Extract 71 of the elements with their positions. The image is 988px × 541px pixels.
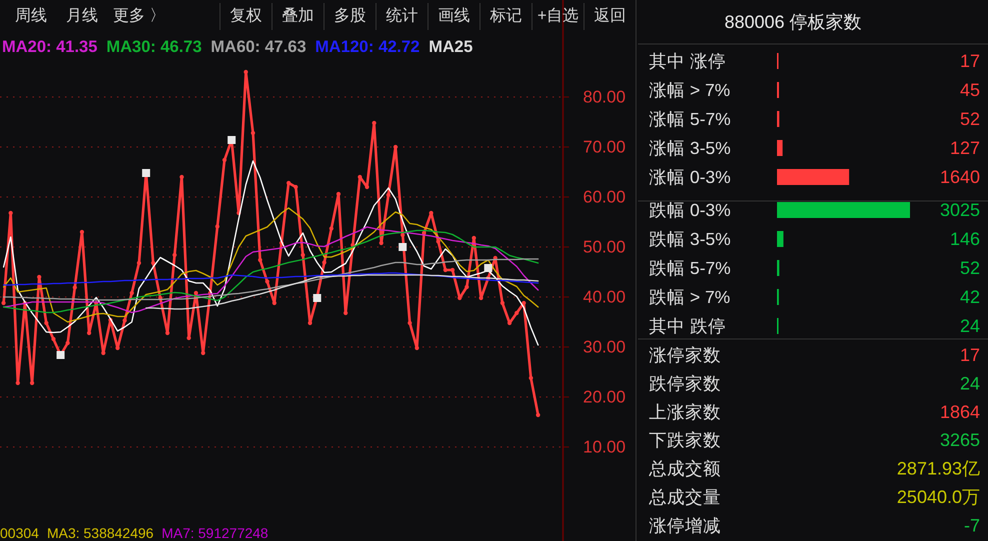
- annotation: 多股: [334, 6, 366, 24]
- text: MA20: 41.35: [2, 38, 98, 56]
- y-tick-label: 跌幅 5-7%: [649, 258, 731, 278]
- bar: [777, 140, 783, 156]
- data-label: 17: [960, 51, 980, 71]
- text: 17: [960, 345, 980, 365]
- data-label: 52: [960, 258, 980, 278]
- line-series: [2, 207, 539, 323]
- annotation: 标记: [489, 6, 522, 24]
- category-label: 总成交量: [648, 487, 721, 507]
- text: MA60: 47.63: [210, 38, 306, 56]
- y-tick-label: 跌幅 > 7%: [649, 287, 730, 307]
- annotation: 月线: [66, 6, 98, 24]
- category-label: 涨停增减: [649, 515, 721, 536]
- point: [398, 243, 407, 251]
- y-tick-label: 其中 涨停: [649, 51, 726, 71]
- y-tick-label: 80.00: [583, 88, 626, 106]
- y-tick-label: 跌幅 0-3%: [649, 200, 731, 220]
- chart-title: 880006 停板家数: [724, 12, 862, 32]
- y-tick-label: 涨幅 > 7%: [649, 80, 730, 100]
- y-tick-label: 涨幅 5-7%: [649, 109, 731, 129]
- y-tick-label: 跌幅 3-5%: [649, 229, 731, 249]
- y-tick-label: 涨幅 3-5%: [649, 138, 731, 158]
- line-series: [2, 272, 539, 286]
- category-label: 上涨家数: [649, 402, 721, 422]
- text: MA30: 46.73: [106, 38, 202, 56]
- data-label: 127: [950, 138, 980, 158]
- y-tick-label: 60.00: [583, 188, 626, 206]
- data-label: 1640: [940, 167, 980, 187]
- category-label: 下跌家数: [649, 430, 721, 450]
- y-tick-label: 20.00: [583, 388, 626, 406]
- annotation: 叠加: [282, 6, 314, 24]
- text: -7: [964, 515, 980, 536]
- y-tick-label: 其中 跌停: [649, 316, 726, 336]
- y-tick-label: 40.00: [583, 288, 626, 306]
- annotation: 统计: [386, 6, 418, 24]
- text: 3265: [940, 430, 980, 450]
- text: 返回: [594, 6, 626, 24]
- y-tick-label: 50.00: [583, 238, 626, 256]
- point: [484, 264, 492, 272]
- annotation: 画线: [438, 6, 470, 24]
- category-label: 涨停家数: [649, 345, 721, 365]
- y-tick-label: 涨幅 0-3%: [649, 167, 731, 187]
- annotation: MA7: 591277248: [162, 525, 268, 541]
- bar: [777, 231, 784, 247]
- y-tick-label: 30.00: [583, 338, 626, 356]
- text: 2871.93亿: [896, 458, 980, 479]
- annotation: 00304: [0, 525, 40, 541]
- category-label: 总成交额: [648, 458, 721, 479]
- text: 1864: [940, 402, 980, 422]
- data-label: 24: [960, 316, 980, 336]
- category-label: 跌停家数: [649, 373, 721, 394]
- annotation: MA3: 538842496: [46, 525, 154, 541]
- text: MA120: 42.72: [315, 38, 420, 56]
- text: MA25: [428, 38, 473, 56]
- y-tick-label: 10.00: [583, 438, 626, 456]
- line-series: [2, 160, 539, 346]
- text: 25040.0万: [896, 487, 980, 507]
- line-series: [145, 274, 539, 310]
- data-label: 52: [960, 109, 980, 129]
- annotation: 复权: [230, 8, 262, 24]
- annotation: 更多 〉: [113, 6, 166, 24]
- y-tick-label: 70.00: [583, 138, 626, 156]
- data-label: 45: [960, 80, 980, 100]
- annotation: 周线: [15, 6, 47, 24]
- annotation: +自选: [537, 6, 579, 24]
- data-label: 42: [960, 287, 980, 307]
- data-label: 3025: [940, 200, 980, 220]
- point: [313, 294, 322, 302]
- text: 24: [960, 373, 980, 394]
- data-label: 146: [950, 229, 980, 249]
